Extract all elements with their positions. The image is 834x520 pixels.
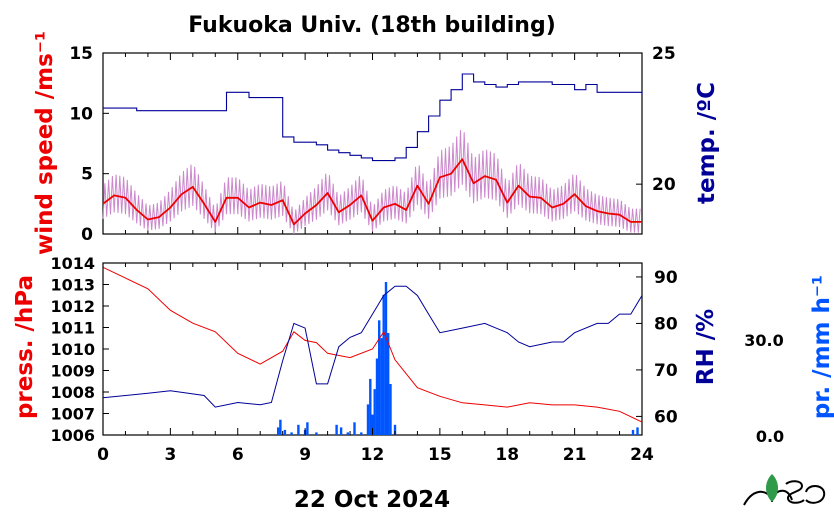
pressure-tick-label: 1014 (50, 254, 95, 273)
wind-tick-label: 0 (81, 225, 93, 245)
pressure-tick-label: 1013 (50, 276, 95, 295)
precip-bar (389, 384, 392, 435)
lower-ticks: 1006100710081009101010111012101310146070… (50, 254, 677, 465)
temp-tick-label: 20 (652, 175, 676, 195)
chart-title: Fukuoka Univ. (18th building) (188, 13, 556, 38)
upper-plot-frame (102, 52, 643, 235)
precip-bar (346, 432, 349, 435)
precip-bar (283, 429, 287, 435)
hour-tick-label: 18 (495, 445, 519, 465)
pressure-tick-label: 1007 (50, 405, 95, 424)
precip-bar (335, 424, 338, 435)
precip-bar (373, 389, 376, 435)
precip-bar (387, 333, 390, 435)
pressure-tick-label: 1012 (50, 297, 95, 316)
wind-tick-label: 5 (81, 165, 93, 185)
hour-tick-label: 3 (164, 445, 176, 465)
precip-bar (306, 422, 309, 436)
precip-bar (353, 422, 356, 436)
hour-tick-label: 6 (232, 445, 244, 465)
pressure-line (102, 266, 643, 423)
precip-bar (339, 427, 343, 435)
hour-tick-label: 21 (563, 445, 587, 465)
precip-tick-label: 30.0 (744, 331, 783, 350)
precip-bar (360, 432, 363, 435)
hour-tick-label: 15 (428, 445, 452, 465)
precip-bar (384, 282, 388, 435)
lower-panel: 1006100710081009101010111012101310146070… (12, 254, 834, 465)
rh-tick-label: 80 (654, 314, 678, 334)
precip-bar (279, 419, 282, 435)
pressure-tick-label: 1010 (50, 340, 95, 359)
upper-series (102, 73, 643, 235)
wind-axis-label: wind speed /ms⁻¹ (32, 31, 58, 255)
precip-axis-label: pr. /mm h⁻¹ (809, 275, 834, 419)
precip-bar (380, 338, 383, 435)
rh-axis-label: RH /% (693, 309, 719, 385)
temp-tick-label: 25 (652, 44, 676, 64)
precip-bar (366, 404, 370, 435)
hour-tick-label: 9 (299, 445, 311, 465)
precip-bar (297, 424, 300, 435)
temperature-line (103, 73, 643, 162)
upper-panel: 0 5 10 15 20 25 wind speed /ms⁻¹ temp. /ºC (32, 31, 720, 255)
precip-bar (378, 320, 381, 436)
pressure-tick-label: 1006 (50, 426, 95, 445)
wind-speed-line (102, 158, 642, 226)
precip-bar (631, 429, 635, 435)
precip-bar (290, 432, 293, 435)
hour-tick-label: 12 (361, 445, 385, 465)
rh-tick-label: 90 (654, 268, 678, 288)
humidity-line (102, 285, 643, 408)
hour-tick-label: 0 (97, 445, 109, 465)
pressure-axis-label: press. /hPa (12, 275, 38, 419)
precip-bar (636, 427, 639, 435)
lower-series (102, 266, 643, 436)
date-label: 22 Oct 2024 (294, 487, 450, 513)
temp-axis-label: temp. /ºC (694, 82, 720, 204)
rh-tick-label: 70 (654, 361, 678, 381)
precip-bar (371, 414, 374, 435)
precip-bar (393, 424, 397, 435)
precip-tick-label: 0.0 (756, 427, 784, 446)
pressure-tick-label: 1009 (50, 362, 95, 381)
precip-bar (375, 358, 379, 435)
rh-tick-label: 60 (654, 407, 678, 427)
pressure-tick-label: 1008 (50, 383, 95, 402)
wind-tick-label: 10 (69, 104, 93, 124)
pressure-tick-label: 1011 (50, 319, 95, 338)
precip-bar (382, 294, 385, 436)
precip-bar (369, 378, 372, 435)
precip-bar (277, 427, 280, 435)
wind-tick-label: 15 (69, 44, 93, 64)
hour-tick-label: 24 (630, 445, 654, 465)
institution-logo (743, 474, 826, 506)
upper-ticks: 0 5 10 15 20 25 (69, 44, 676, 245)
precip-bar (315, 432, 318, 435)
